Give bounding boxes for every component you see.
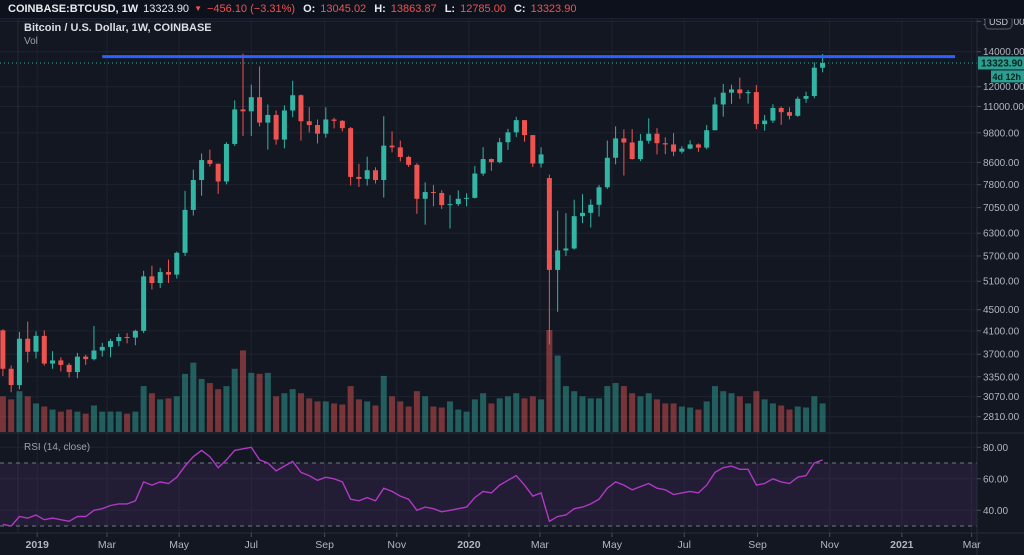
svg-text:3070.00: 3070.00 [983, 392, 1020, 403]
svg-text:Sep: Sep [748, 539, 767, 551]
countdown-label: 4d 12h [991, 70, 1024, 83]
rsi-legend[interactable]: RSI (14, close) [24, 442, 91, 453]
low-value: 12785.00 [460, 3, 506, 15]
svg-text:Mar: Mar [963, 539, 982, 551]
svg-text:7050.00: 7050.00 [983, 203, 1020, 214]
svg-text:2019: 2019 [26, 539, 50, 551]
price-axis-label: 13323.90 [978, 56, 1024, 70]
symbol-info-bar: COINBASE:BTCUSD, 1W 13323.90 ▼ −456.10 (… [0, 0, 1024, 19]
svg-text:13323.90: 13323.90 [981, 58, 1023, 69]
chart-legend-title[interactable]: Bitcoin / U.S. Dollar, 1W, COINBASE [24, 22, 212, 34]
svg-text:2020: 2020 [457, 539, 481, 551]
svg-text:Jul: Jul [677, 539, 690, 551]
high-label: H: [374, 3, 386, 15]
svg-text:2810.00: 2810.00 [983, 412, 1020, 423]
svg-text:14000.00: 14000.00 [983, 47, 1024, 58]
svg-text:8600.00: 8600.00 [983, 158, 1020, 169]
svg-text:4500.00: 4500.00 [983, 305, 1020, 316]
svg-text:Sep: Sep [315, 539, 334, 551]
svg-text:Nov: Nov [820, 539, 839, 551]
svg-text:3350.00: 3350.00 [983, 372, 1020, 383]
volume-bars [0, 330, 826, 432]
svg-text:Mar: Mar [98, 539, 117, 551]
svg-text:4100.00: 4100.00 [983, 326, 1020, 337]
svg-text:USD: USD [989, 17, 1009, 27]
svg-text:Mar: Mar [531, 539, 550, 551]
down-triangle-icon: ▼ [194, 3, 202, 13]
low-label: L: [444, 3, 456, 15]
svg-text:11000.00: 11000.00 [983, 102, 1024, 113]
svg-text:40.00: 40.00 [983, 506, 1008, 517]
price-axis[interactable]: 16000.0014000.0012000.0011000.009800.008… [977, 17, 1024, 517]
last-price: 13323.90 [143, 3, 190, 15]
candles [0, 53, 826, 393]
open-label: O: [303, 3, 316, 15]
rsi-band [0, 462, 977, 527]
open-value: 13045.02 [320, 3, 367, 15]
close-value: 13323.90 [530, 3, 577, 15]
svg-text:12000.00: 12000.00 [983, 82, 1024, 93]
svg-text:4d 12h: 4d 12h [992, 72, 1021, 82]
svg-text:60.00: 60.00 [983, 474, 1008, 485]
svg-text:Jul: Jul [245, 539, 258, 551]
grid-lines [0, 19, 977, 533]
price-change: −456.10 (−3.31%) [206, 3, 296, 15]
rsi-plot [2, 446, 823, 527]
svg-text:80.00: 80.00 [983, 443, 1008, 454]
svg-text:5100.00: 5100.00 [983, 277, 1020, 288]
symbol-name[interactable]: COINBASE:BTCUSD, 1W [8, 3, 139, 15]
svg-text:5700.00: 5700.00 [983, 251, 1020, 262]
svg-text:7800.00: 7800.00 [983, 180, 1020, 191]
svg-text:9800.00: 9800.00 [983, 128, 1020, 139]
high-value: 13863.87 [390, 3, 437, 15]
svg-text:Nov: Nov [387, 539, 406, 551]
pane-separators [0, 19, 1024, 555]
svg-text:3700.00: 3700.00 [983, 350, 1020, 361]
time-axis[interactable]: 2019 Mar May Jul Sep Nov 2020 Mar May Jul Sep Nov 20… [26, 533, 982, 551]
close-label: C: [513, 3, 526, 15]
volume-legend[interactable]: Vol [24, 36, 38, 47]
svg-text:6300.00: 6300.00 [983, 229, 1020, 240]
chart-legend[interactable]: Bitcoin / U.S. Dollar, 1W, COINBASE Vol [24, 22, 212, 47]
svg-text:May: May [602, 539, 623, 551]
svg-text:2021: 2021 [890, 539, 914, 551]
svg-text:May: May [169, 539, 190, 551]
